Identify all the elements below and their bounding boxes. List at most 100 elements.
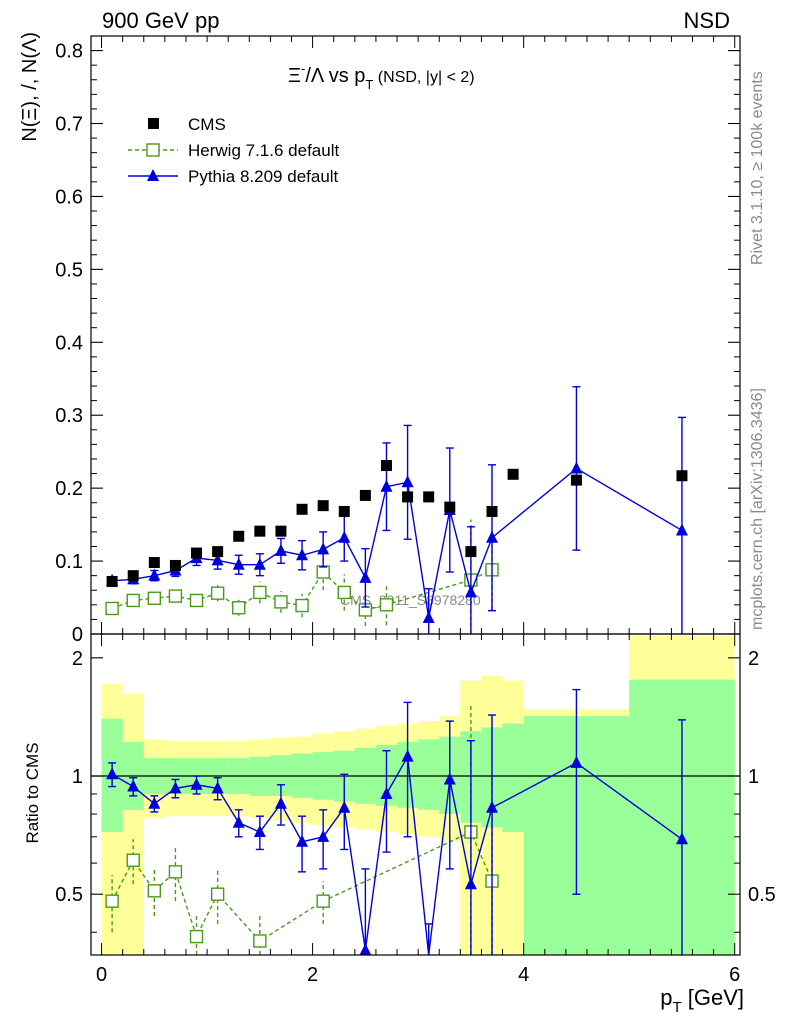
cms-marker [507,468,519,480]
title-minus: - [301,61,305,76]
cms-marker [338,505,350,517]
cms-marker [359,489,371,501]
x-axis-label: pT [GeV] [660,985,744,1016]
ratio-panel-data [105,688,688,956]
pythia-marker [675,523,688,536]
header-left: 900 GeV pp [102,8,219,33]
legend: CMS Herwig 7.1.6 default Pythia 8.209 de… [128,115,339,186]
pythia-ratio-marker [486,800,499,813]
main-ytick-label: 0.8 [55,41,83,63]
legend-cms-marker [148,118,159,129]
herwig-marker [189,593,204,608]
herwig-ratio-marker [105,894,119,908]
cms-marker [380,460,392,472]
pythia-ratio-marker [380,786,393,799]
title-mid: /Λ vs p [305,65,365,87]
cms-marker [254,525,266,537]
pythia-ratio-marker [359,943,372,956]
cms-marker [212,546,224,558]
herwig-ratio-marker [210,887,225,901]
ratio-xtick-label: 6 [729,964,740,986]
pythia-ratio-marker [106,767,119,780]
herwig-marker [168,589,183,603]
herwig-marker [126,593,140,608]
title-tail: (NSD, |y| < 2) [373,69,474,86]
herwig-marker [337,585,351,600]
main-ytick-label: 0.2 [55,478,83,500]
cms-marker [127,570,139,582]
header-right: NSD [684,8,730,33]
pythia-marker [232,557,245,570]
herwig-ratio-marker [253,934,267,948]
pythia-ratio-marker [211,781,224,794]
ratio-xtick-label: 4 [518,964,529,986]
main-ytick-label: 0.1 [55,551,83,573]
pythia-marker [274,543,287,556]
pythia-ratio-marker [296,834,309,847]
pythia-ratio-marker [675,832,688,845]
herwig-marker [379,598,394,612]
pythia-ratio-marker [148,796,161,809]
legend-pythia-marker [147,169,159,181]
legend-pythia-label: Pythia 8.209 default [188,167,339,186]
cms-marker [275,525,287,537]
ratio-ytick-label-left: 2 [72,648,83,670]
ratio-ytick-label-right: 2 [748,648,759,670]
ratio-ytick-label-right: 1 [748,766,759,788]
pythia-marker [486,530,499,543]
herwig-marker [253,585,267,600]
pythia-marker [570,461,583,474]
pythia-ratio-marker [253,825,266,838]
watermark: CMS_2011_S8978280 [340,592,481,608]
ratio-ytick-label-left: 1 [72,766,83,788]
pythia-marker [422,610,435,623]
pythia-ratio-marker [338,800,351,813]
cms-marker [570,474,582,486]
main-ytick-label: 0 [72,624,83,646]
cms-marker [465,546,477,558]
herwig-marker [210,586,225,600]
ratio-ytick-label-right: 0.5 [748,884,776,906]
cms-marker [423,491,435,503]
ratio-xtick-label: 2 [307,964,318,986]
cms-marker [169,559,181,571]
herwig-ratio-marker [168,865,183,879]
cms-marker [444,501,456,513]
herwig-marker [105,601,119,616]
xlabel-p: p [660,985,672,1010]
rivet-label: Rivet 3.1.10, ≥ 100k events [749,71,766,265]
uncertainty-band-yellow [122,693,144,955]
pythia-marker [317,542,330,555]
pythia-marker [148,568,161,581]
herwig-ratio-marker [147,884,162,898]
herwig-ratio-line [111,831,493,942]
title-xi: Ξ [288,65,301,87]
xlabel-unit: [GeV] [682,985,744,1010]
pythia-ratio-marker [464,877,477,890]
pythia-marker [464,585,477,598]
cms-marker [486,505,498,517]
main-ytick-label: 0.5 [55,259,83,281]
cms-marker [402,491,414,503]
herwig-marker [274,595,288,609]
legend-herwig-marker [146,143,160,157]
pythia-marker [359,570,372,583]
pythia-marker [338,530,351,543]
legend-herwig-label: Herwig 7.1.6 default [188,141,339,160]
pythia-ratio-marker [443,772,456,785]
xlabel-sub-t: T [672,999,681,1016]
main-ytick-label: 0.7 [55,114,83,136]
pythia-ratio-marker [274,796,287,809]
legend-cms-label: CMS [188,115,226,134]
herwig-ratio-marker [126,853,140,867]
main-ylabel: N(Ξ), /, N(Λ) [19,32,41,142]
main-ytick-label: 0.3 [55,405,83,427]
ratio-panel-axes: 0.5 0.5 1 1 2 2 0 2 4 6 [55,633,776,986]
herwig-ratio-marker [316,894,330,908]
cms-marker [233,530,245,542]
cms-marker [676,470,688,482]
pythia-marker [380,479,393,492]
pythia-marker [401,475,414,488]
pythia-ratio-marker [401,749,414,762]
